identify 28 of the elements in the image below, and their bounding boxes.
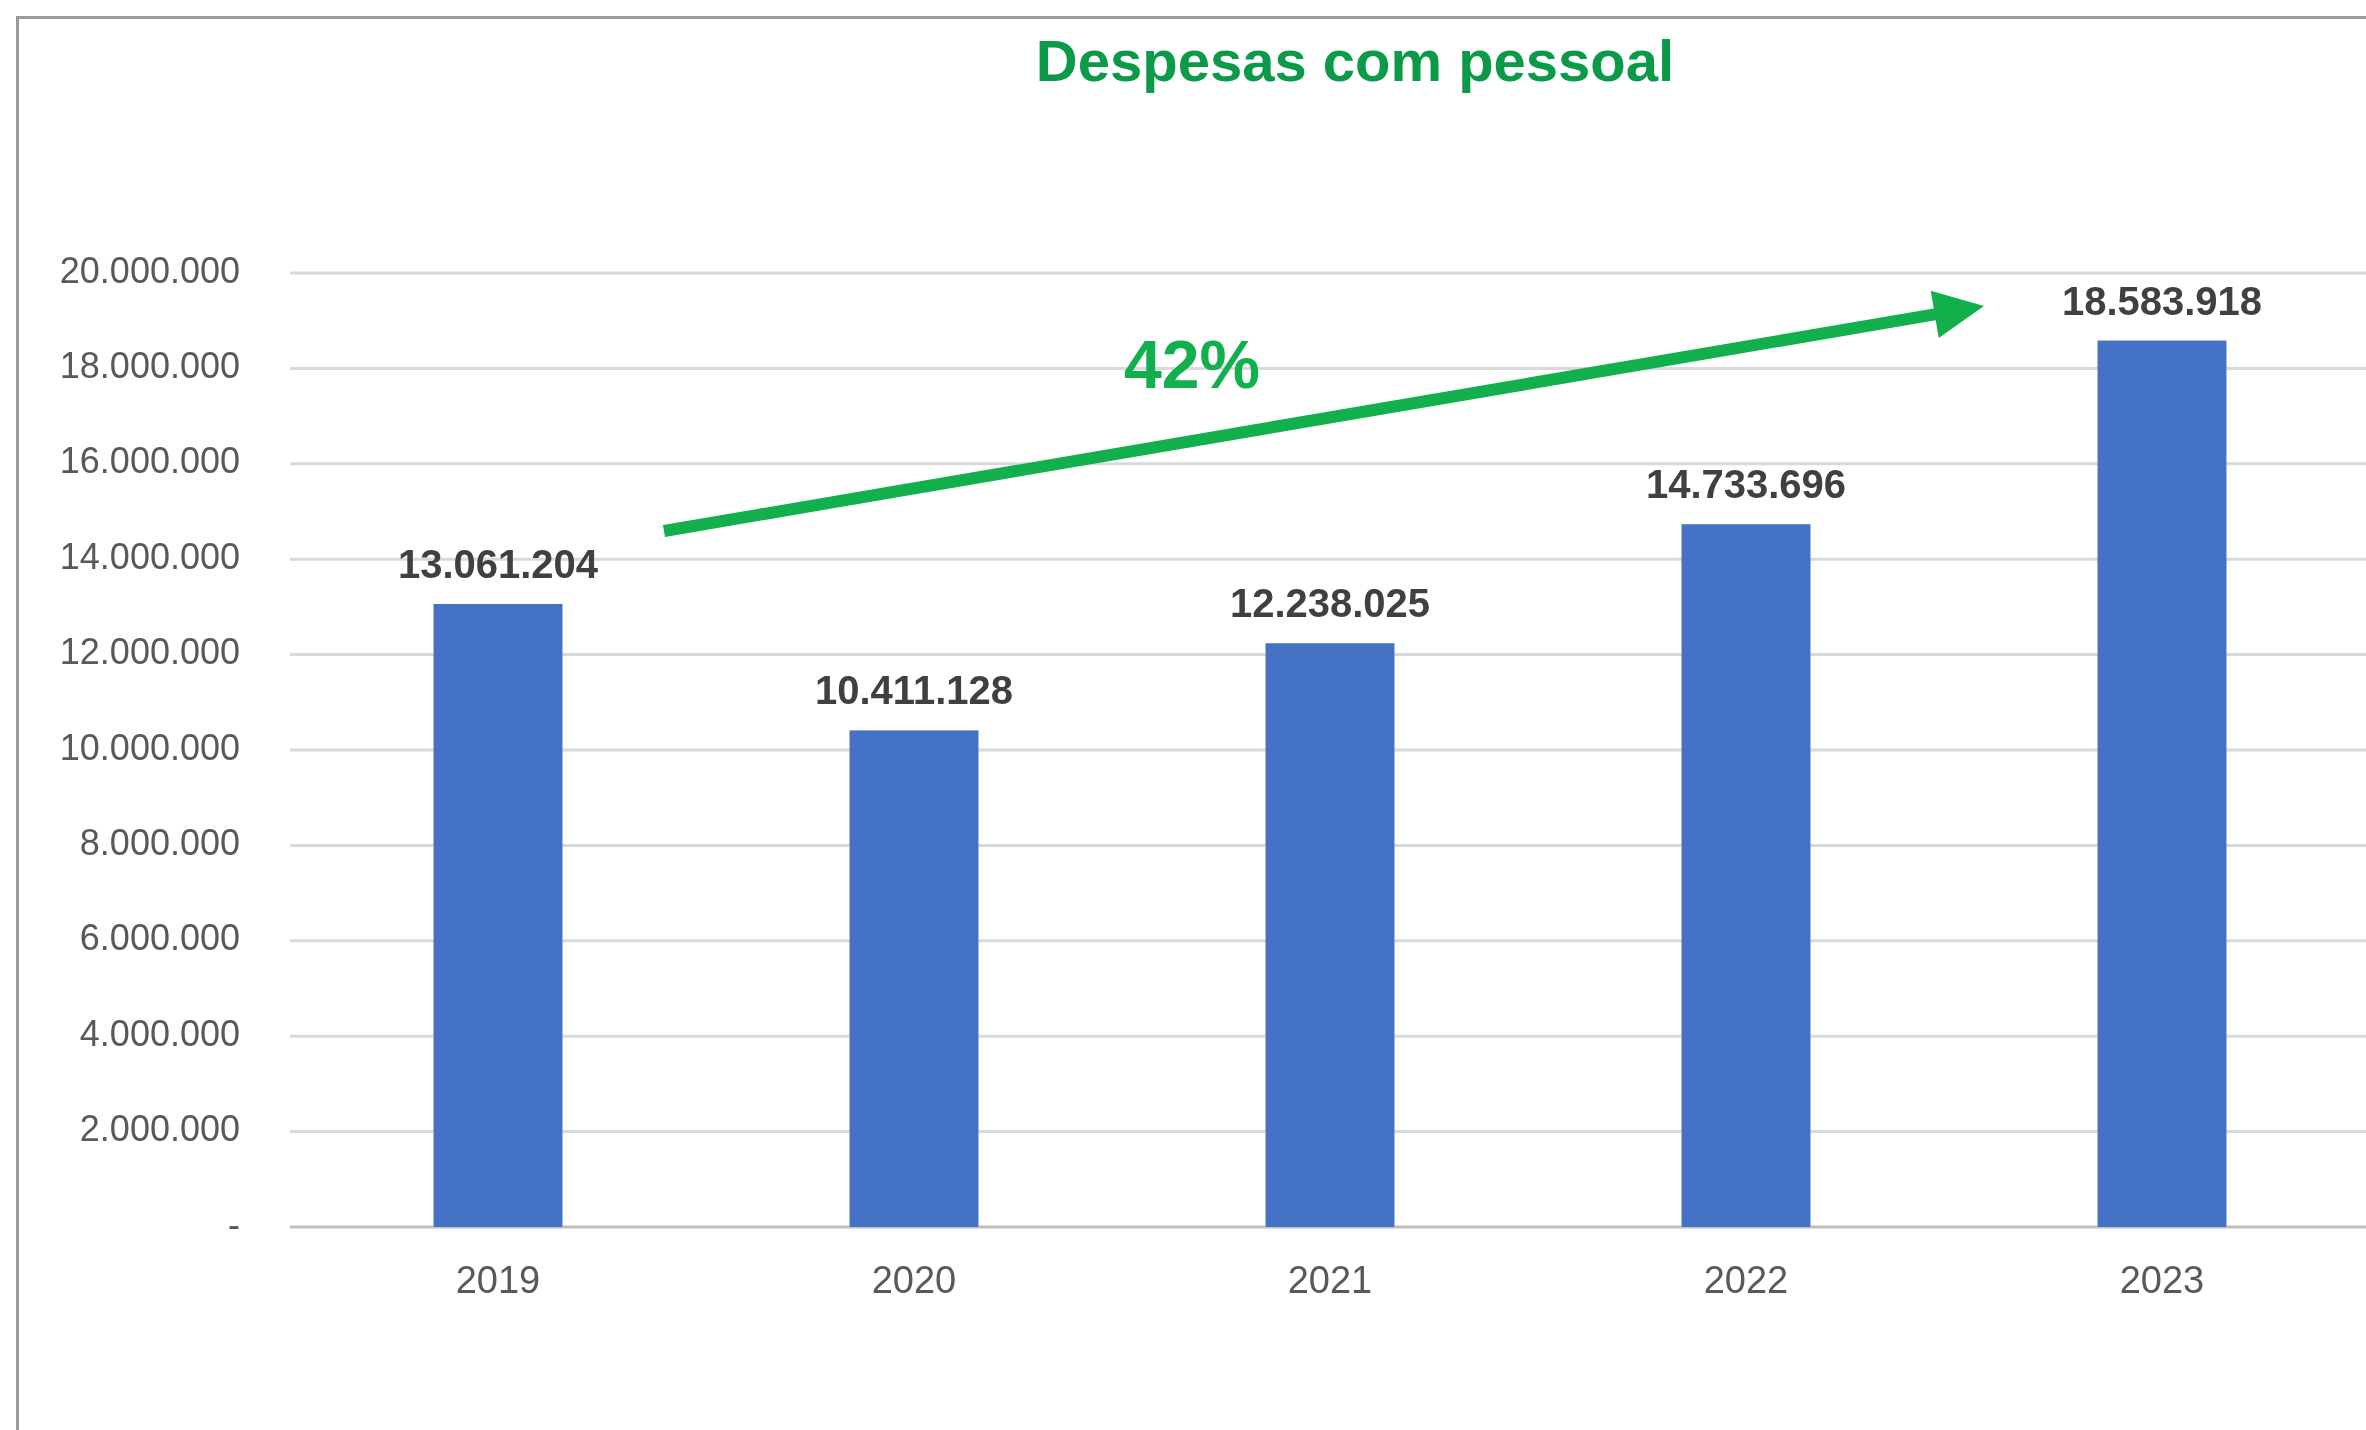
x-tick-label: 2023 xyxy=(2119,1259,2205,1302)
data-label: 18.583.918 xyxy=(2061,278,2263,323)
y-tick-label: - xyxy=(228,1203,240,1245)
data-label: 14.733.696 xyxy=(1645,462,1847,507)
data-label: 12.238.025 xyxy=(1229,581,1431,626)
annotation: 42% xyxy=(1123,325,1261,402)
y-tick-label: 10.000.000 xyxy=(59,726,240,768)
data-label: 13.061.204 xyxy=(397,541,599,586)
x-tick-label: 2019 xyxy=(455,1259,541,1302)
y-tick-label: 16.000.000 xyxy=(59,440,240,482)
bar xyxy=(2097,340,2227,1227)
x-tick-label: 2022 xyxy=(1703,1259,1789,1302)
y-tick-label: 6.000.000 xyxy=(79,917,240,959)
bar xyxy=(433,603,563,1227)
y-tick-label: 12.000.000 xyxy=(59,631,240,673)
bar xyxy=(849,730,979,1227)
x-tick-label: 2020 xyxy=(871,1259,957,1302)
bar xyxy=(1265,643,1395,1227)
y-tick-label: 2.000.000 xyxy=(79,1108,240,1150)
x-tick-label: 2021 xyxy=(1287,1259,1373,1302)
y-tick-label: 14.000.000 xyxy=(59,535,240,577)
y-tick-label: 18.000.000 xyxy=(59,344,240,386)
chart-title: Despesas com pessoal xyxy=(1035,28,1675,94)
data-label: 10.411.128 xyxy=(815,668,1013,713)
bar xyxy=(1681,524,1811,1227)
y-tick-label: 4.000.000 xyxy=(79,1012,240,1054)
y-tick-label: 8.000.000 xyxy=(79,821,240,863)
y-tick-label: 20.000.000 xyxy=(59,249,240,291)
